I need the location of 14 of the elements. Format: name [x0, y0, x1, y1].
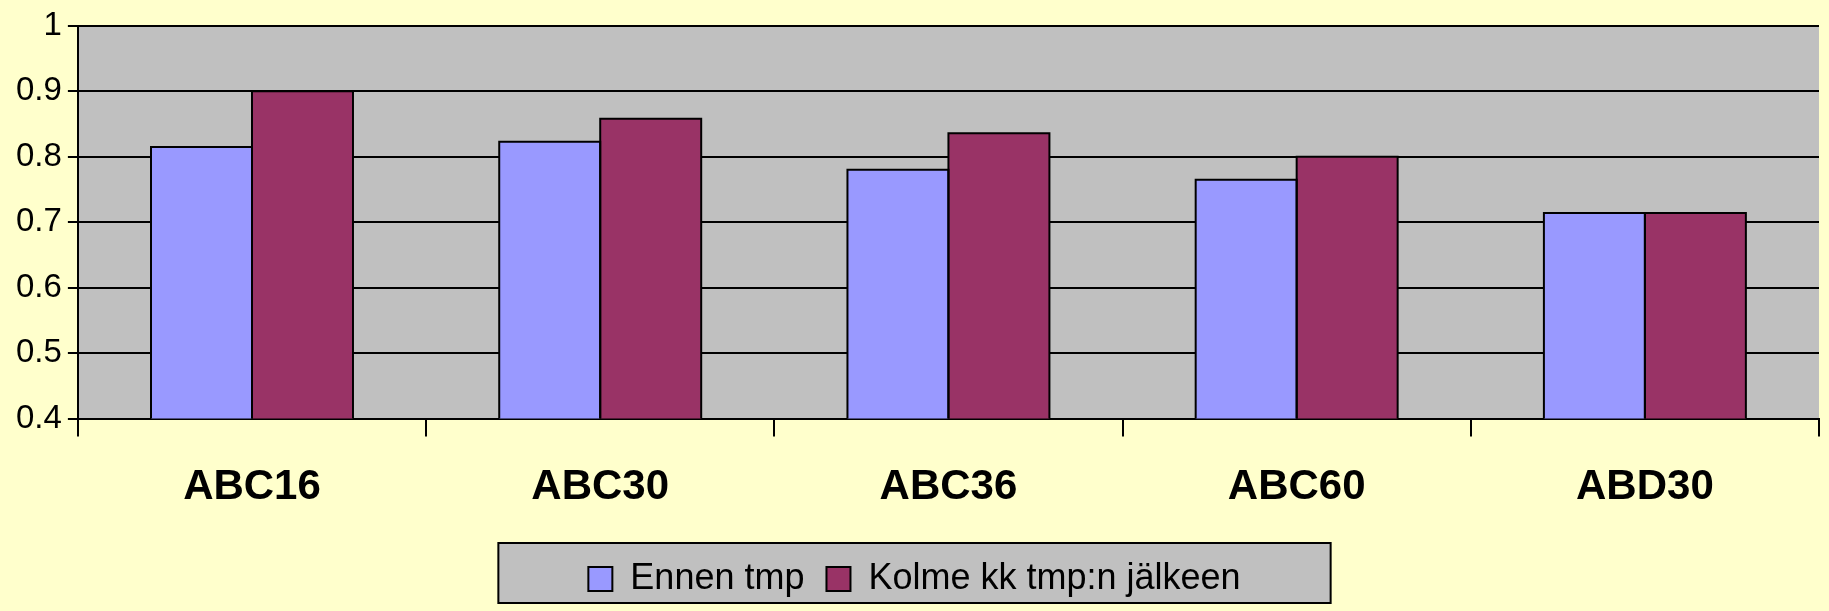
- y-tick-label: 0.9: [16, 70, 62, 108]
- x-tick-label: ABC36: [879, 461, 1018, 509]
- y-tick-label: 0.7: [16, 201, 62, 239]
- x-tick-label: ABC16: [183, 461, 321, 509]
- y-tick-label: 0.5: [16, 332, 62, 370]
- x-tick-label: ABC30: [531, 461, 670, 509]
- y-tick-label: 1: [43, 4, 62, 42]
- y-tick-label: 0.6: [16, 266, 62, 304]
- x-tick-label: ABC60: [1227, 461, 1366, 509]
- legend-label: Ennen tmp: [630, 555, 805, 597]
- y-tick-label: 0.8: [16, 135, 62, 173]
- y-tick-label: 0.4: [16, 397, 62, 435]
- x-tick-label: ABD30: [1576, 461, 1714, 509]
- legend-label: Kolme kk tmp:n jälkeen: [868, 555, 1241, 597]
